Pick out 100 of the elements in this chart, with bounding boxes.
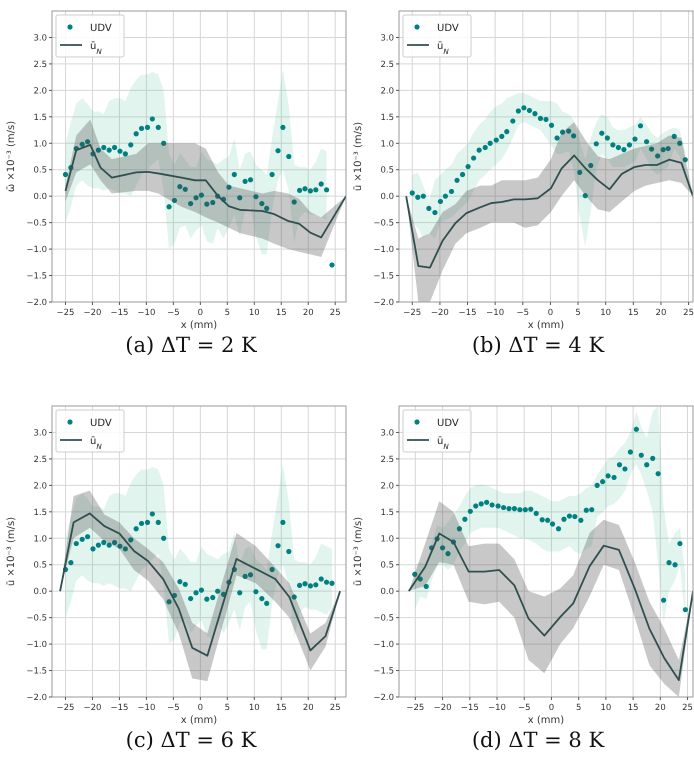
point xyxy=(432,210,438,216)
y-tick-label: 0.5 xyxy=(33,560,47,571)
point xyxy=(156,124,161,130)
point xyxy=(588,162,594,168)
point xyxy=(426,206,432,211)
line-series xyxy=(408,532,693,681)
x-tick-label: −20 xyxy=(434,703,452,713)
y-tick-label: 2.5 xyxy=(380,60,394,70)
x-tick-label: 5 xyxy=(576,703,582,713)
point xyxy=(545,518,550,523)
y-tick-label: −1.5 xyxy=(26,272,47,282)
x-tick-label: 5 xyxy=(575,308,581,318)
point xyxy=(177,184,182,190)
y-tick-label: −1.0 xyxy=(26,640,47,650)
text: (a) ΔT = 2 K xyxy=(125,333,258,357)
point xyxy=(128,142,134,148)
point xyxy=(150,116,155,122)
point xyxy=(134,526,139,532)
point xyxy=(672,562,678,568)
x-tick-label: −15 xyxy=(110,308,128,318)
point xyxy=(313,187,318,192)
point xyxy=(161,140,166,146)
point xyxy=(490,502,495,508)
x-axis-title: x (mm) xyxy=(528,715,564,726)
y-axis-title: ū ×10⁻³ (m/s) xyxy=(353,122,364,192)
point xyxy=(112,540,118,546)
point xyxy=(500,504,506,510)
point xyxy=(204,202,210,207)
legend-label: UDV xyxy=(437,418,459,429)
y-tick-label: 0.0 xyxy=(33,192,47,202)
point xyxy=(172,198,178,204)
point xyxy=(666,560,672,566)
point xyxy=(166,599,172,604)
point xyxy=(122,546,128,552)
point xyxy=(499,134,504,139)
point xyxy=(660,147,666,152)
point xyxy=(415,194,420,200)
x-axis-title: x (mm) xyxy=(528,320,564,331)
x-tick-label: −20 xyxy=(83,308,102,318)
point xyxy=(610,142,616,148)
point xyxy=(80,536,85,542)
x-tick-label: 25 xyxy=(330,703,341,713)
point xyxy=(161,536,166,541)
point xyxy=(242,574,248,579)
point xyxy=(297,582,302,588)
x-tick-label: 15 xyxy=(276,308,287,318)
point xyxy=(204,596,210,602)
y-tick-label: 2.0 xyxy=(33,481,47,492)
point xyxy=(166,204,172,210)
y-tick-label: 2.5 xyxy=(33,60,47,70)
point xyxy=(138,126,144,132)
point xyxy=(138,520,144,526)
point xyxy=(495,503,501,509)
y-tick-label: 0.0 xyxy=(33,587,47,598)
point xyxy=(478,501,484,506)
point xyxy=(666,146,671,152)
point xyxy=(101,144,106,150)
x-tick-label: 25 xyxy=(682,703,693,713)
x-tick-label: 0 xyxy=(548,308,554,318)
x-axis-title: x (mm) xyxy=(180,715,218,726)
y-tick-label: 1.0 xyxy=(380,139,394,150)
point xyxy=(600,479,606,484)
x-tick-label: 20 xyxy=(302,703,314,713)
x-tick-label: −25 xyxy=(406,703,424,713)
point xyxy=(156,520,161,525)
x-tick-label: −20 xyxy=(430,308,449,318)
line-series xyxy=(405,154,693,269)
x-tick-label: 20 xyxy=(302,308,314,318)
point xyxy=(605,473,611,478)
y-tick-label: −0.5 xyxy=(26,614,47,624)
point xyxy=(644,462,650,468)
point xyxy=(302,186,308,192)
point xyxy=(324,187,330,192)
x-tick-label: 15 xyxy=(628,703,639,713)
point xyxy=(566,128,572,134)
y-tick-label: −1.5 xyxy=(373,272,394,282)
point xyxy=(532,111,538,116)
point xyxy=(96,542,101,548)
point xyxy=(616,144,621,150)
point xyxy=(193,590,199,596)
point xyxy=(412,572,418,577)
x-tick-label: 0 xyxy=(198,308,204,318)
point xyxy=(548,122,554,128)
point xyxy=(672,134,677,139)
point xyxy=(106,542,112,548)
point xyxy=(226,184,232,190)
point xyxy=(599,130,604,136)
point xyxy=(677,540,683,546)
y-tick-label: −0.5 xyxy=(373,614,394,624)
y-axis-title: ū ×10⁻³ (m/s) xyxy=(353,516,364,586)
point xyxy=(650,456,656,461)
point xyxy=(454,178,460,183)
x-tick-label: 10 xyxy=(248,703,260,713)
point xyxy=(198,192,204,198)
point xyxy=(242,178,248,184)
point xyxy=(297,188,302,193)
x-tick-label: −5 xyxy=(518,703,530,713)
point xyxy=(566,513,572,519)
point xyxy=(253,194,259,200)
point xyxy=(488,140,493,146)
